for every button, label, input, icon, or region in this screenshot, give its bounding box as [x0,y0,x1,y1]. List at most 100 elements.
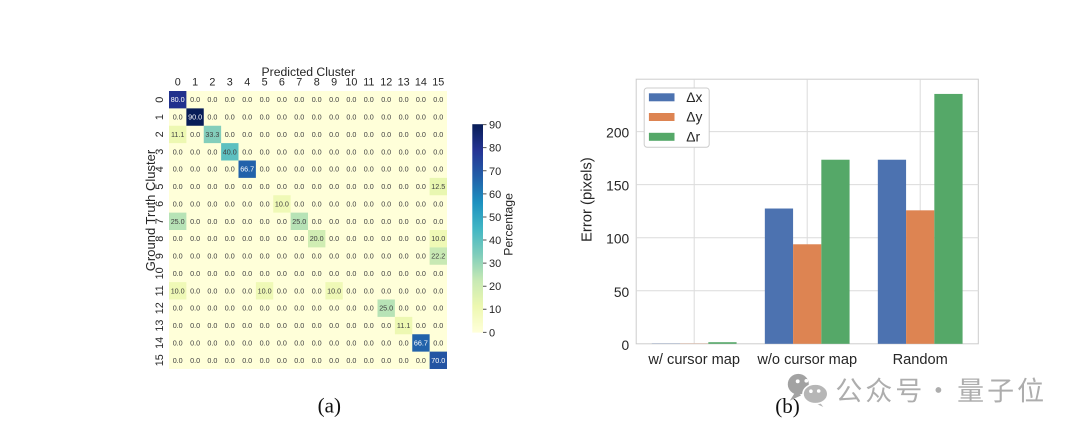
svg-text:0.0: 0.0 [260,252,270,261]
svg-text:0.0: 0.0 [225,321,235,330]
svg-text:0.0: 0.0 [312,130,322,139]
svg-text:0.0: 0.0 [242,95,252,104]
svg-text:12: 12 [380,77,392,89]
svg-text:0.0: 0.0 [399,130,409,139]
svg-text:0.0: 0.0 [364,113,374,122]
svg-text:0.0: 0.0 [277,321,287,330]
svg-text:0.0: 0.0 [242,252,252,261]
svg-text:0.0: 0.0 [225,113,235,122]
svg-text:0.0: 0.0 [433,165,443,174]
svg-text:20: 20 [489,281,501,293]
svg-text:0.0: 0.0 [364,304,374,313]
svg-text:0.0: 0.0 [416,321,426,330]
svg-text:0.0: 0.0 [329,338,339,347]
svg-text:0.0: 0.0 [346,217,356,226]
svg-text:0.0: 0.0 [242,321,252,330]
svg-text:0.0: 0.0 [399,165,409,174]
svg-text:0.0: 0.0 [207,286,217,295]
svg-text:0.0: 0.0 [242,182,252,191]
svg-text:0.0: 0.0 [416,269,426,278]
svg-text:0.0: 0.0 [225,269,235,278]
svg-text:Ground Truth Cluster: Ground Truth Cluster [143,149,158,271]
svg-text:0.0: 0.0 [260,165,270,174]
svg-text:25.0: 25.0 [379,304,393,313]
svg-text:0.0: 0.0 [346,321,356,330]
svg-text:0.0: 0.0 [225,286,235,295]
svg-text:0.0: 0.0 [433,147,443,156]
svg-text:3: 3 [154,149,166,155]
svg-text:0.0: 0.0 [260,356,270,365]
svg-text:9: 9 [154,253,166,259]
svg-text:0.0: 0.0 [416,217,426,226]
svg-text:10: 10 [345,77,357,89]
svg-text:0.0: 0.0 [364,338,374,347]
svg-text:10: 10 [154,267,166,279]
svg-text:0.0: 0.0 [225,338,235,347]
svg-text:10.0: 10.0 [171,286,185,295]
svg-text:0.0: 0.0 [294,147,304,156]
svg-text:0.0: 0.0 [399,338,409,347]
svg-text:0.0: 0.0 [207,356,217,365]
svg-text:0.0: 0.0 [225,165,235,174]
svg-text:0.0: 0.0 [312,165,322,174]
svg-text:66.7: 66.7 [414,338,428,347]
svg-text:0.0: 0.0 [190,199,200,208]
svg-text:0.0: 0.0 [207,95,217,104]
svg-text:0.0: 0.0 [277,130,287,139]
svg-text:0.0: 0.0 [329,182,339,191]
svg-text:0.0: 0.0 [312,338,322,347]
svg-text:0.0: 0.0 [190,269,200,278]
svg-text:0.0: 0.0 [173,269,183,278]
svg-text:0.0: 0.0 [399,199,409,208]
svg-text:0.0: 0.0 [207,321,217,330]
svg-text:0.0: 0.0 [190,252,200,261]
svg-text:0.0: 0.0 [399,234,409,243]
svg-text:0.0: 0.0 [242,269,252,278]
svg-text:1: 1 [192,77,198,89]
svg-text:0.0: 0.0 [329,147,339,156]
svg-text:0.0: 0.0 [433,113,443,122]
svg-text:0.0: 0.0 [346,234,356,243]
svg-text:0.0: 0.0 [364,199,374,208]
svg-text:0.0: 0.0 [260,147,270,156]
svg-text:0.0: 0.0 [346,182,356,191]
svg-text:0.0: 0.0 [416,113,426,122]
svg-text:0.0: 0.0 [312,321,322,330]
svg-text:6: 6 [154,201,166,207]
svg-text:0.0: 0.0 [207,252,217,261]
svg-text:0.0: 0.0 [242,147,252,156]
svg-text:10.0: 10.0 [258,286,272,295]
svg-text:(a): (a) [318,394,341,418]
svg-text:0.0: 0.0 [346,304,356,313]
svg-text:Δx: Δx [686,90,702,105]
svg-text:66.7: 66.7 [240,165,254,174]
svg-text:0.0: 0.0 [381,321,391,330]
svg-text:0.0: 0.0 [260,338,270,347]
svg-text:0.0: 0.0 [381,338,391,347]
svg-text:0.0: 0.0 [207,338,217,347]
svg-text:0.0: 0.0 [399,286,409,295]
svg-text:0.0: 0.0 [242,199,252,208]
svg-text:0.0: 0.0 [416,130,426,139]
svg-text:3: 3 [227,77,233,89]
svg-text:0.0: 0.0 [364,165,374,174]
svg-text:0.0: 0.0 [277,234,287,243]
svg-text:0.0: 0.0 [190,356,200,365]
svg-text:0.0: 0.0 [312,113,322,122]
svg-text:0.0: 0.0 [225,234,235,243]
svg-text:0.0: 0.0 [381,286,391,295]
svg-text:0.0: 0.0 [364,356,374,365]
svg-text:33.3: 33.3 [205,130,219,139]
svg-text:20.0: 20.0 [310,234,324,243]
svg-text:0.0: 0.0 [190,234,200,243]
svg-text:0.0: 0.0 [277,286,287,295]
svg-text:0.0: 0.0 [173,147,183,156]
svg-text:0.0: 0.0 [329,304,339,313]
svg-text:2: 2 [209,77,215,89]
svg-text:0: 0 [175,77,181,89]
svg-text:0: 0 [622,338,630,353]
svg-text:8: 8 [154,236,166,242]
svg-text:0.0: 0.0 [346,269,356,278]
svg-text:0.0: 0.0 [225,217,235,226]
svg-text:0.0: 0.0 [399,217,409,226]
